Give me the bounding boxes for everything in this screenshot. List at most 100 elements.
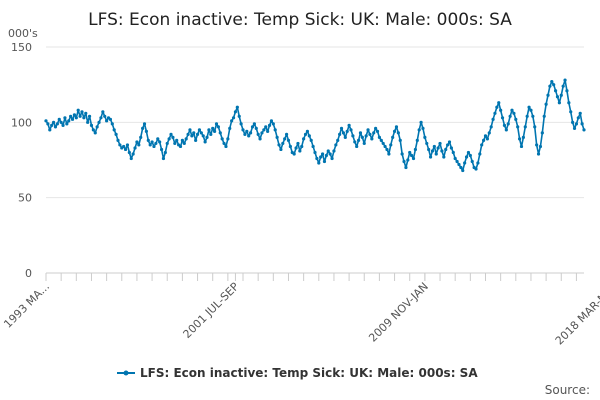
data-point — [525, 114, 529, 118]
data-point — [341, 131, 346, 135]
data-point — [542, 114, 546, 118]
data-point — [173, 141, 177, 146]
data-point — [446, 143, 450, 147]
data-point — [434, 152, 438, 156]
data-point — [192, 131, 196, 135]
data-point — [298, 149, 302, 153]
data-point — [139, 135, 143, 139]
data-point — [307, 134, 311, 138]
data-point — [197, 128, 202, 132]
data-point — [449, 146, 453, 150]
data-point — [497, 101, 501, 105]
data-point — [362, 141, 366, 146]
data-point — [231, 116, 236, 120]
data-point — [146, 138, 150, 143]
y-tick-label: 100 — [11, 116, 32, 129]
data-point — [478, 152, 482, 156]
source-label: Source: — [545, 383, 590, 397]
data-point — [425, 141, 429, 146]
data-point — [483, 134, 488, 138]
data-point — [207, 128, 211, 132]
data-point — [495, 105, 499, 109]
data-point — [103, 114, 107, 118]
data-point — [123, 147, 128, 152]
data-point — [415, 138, 419, 143]
data-point — [144, 129, 148, 133]
data-point — [275, 135, 279, 139]
data-point — [258, 137, 262, 141]
x-tick-label: 2018 MAR-MAY — [553, 280, 600, 348]
data-point — [273, 128, 277, 132]
data-point — [374, 126, 378, 130]
data-point — [550, 80, 554, 84]
data-point — [67, 119, 71, 123]
data-point — [482, 138, 486, 143]
data-point — [245, 129, 249, 133]
data-point — [569, 110, 573, 114]
data-point — [118, 143, 122, 147]
data-point — [222, 141, 226, 146]
gridlines — [46, 46, 584, 199]
data-point — [430, 149, 435, 153]
data-point — [125, 143, 130, 147]
data-point — [576, 116, 580, 120]
data-point — [156, 137, 160, 141]
data-point — [161, 156, 166, 161]
data-point — [521, 135, 525, 139]
data-point — [438, 141, 442, 146]
legend-label: LFS: Econ inactive: Temp Sick: UK: Male:… — [140, 366, 478, 380]
data-point — [230, 119, 234, 123]
data-point — [142, 122, 147, 126]
data-point — [444, 147, 448, 152]
data-point — [527, 105, 531, 109]
data-point — [150, 140, 154, 144]
data-point — [538, 144, 543, 149]
data-point — [80, 110, 84, 114]
data-point — [89, 123, 94, 127]
data-point — [48, 128, 52, 132]
data-point — [427, 147, 431, 152]
data-point — [122, 144, 126, 149]
data-point — [485, 137, 489, 141]
data-point — [311, 144, 315, 149]
data-point — [226, 137, 230, 141]
data-point — [330, 156, 334, 161]
x-tick-label: 2009 NOV-JAN — [366, 280, 431, 345]
data-point — [97, 120, 101, 124]
data-point — [112, 128, 116, 132]
data-point — [256, 132, 260, 136]
data-point — [105, 119, 109, 123]
data-point — [267, 123, 272, 127]
data-point — [582, 128, 586, 132]
data-point — [572, 126, 577, 130]
data-point — [489, 125, 493, 129]
data-point — [319, 155, 323, 159]
data-point — [470, 159, 474, 164]
data-point — [194, 138, 198, 143]
data-point — [82, 116, 86, 120]
data-point — [506, 122, 510, 126]
data-point — [69, 114, 73, 118]
legend[interactable]: LFS: Econ inactive: Temp Sick: UK: Male:… — [117, 366, 478, 380]
data-point — [264, 125, 268, 129]
data-point — [281, 141, 285, 146]
data-point — [195, 132, 200, 136]
data-point — [211, 126, 215, 130]
data-point — [514, 117, 518, 121]
data-point — [402, 159, 406, 164]
data-point — [417, 128, 421, 132]
data-point — [455, 159, 459, 164]
data-point — [491, 117, 495, 121]
data-point — [356, 138, 361, 143]
data-point — [205, 135, 209, 139]
data-point — [419, 120, 423, 124]
data-point — [110, 122, 114, 126]
data-point — [364, 134, 368, 138]
data-point — [563, 78, 567, 82]
data-point — [86, 120, 90, 124]
data-point — [152, 144, 156, 149]
data-point — [108, 117, 113, 121]
data-point — [544, 102, 548, 106]
data-point — [523, 125, 527, 129]
